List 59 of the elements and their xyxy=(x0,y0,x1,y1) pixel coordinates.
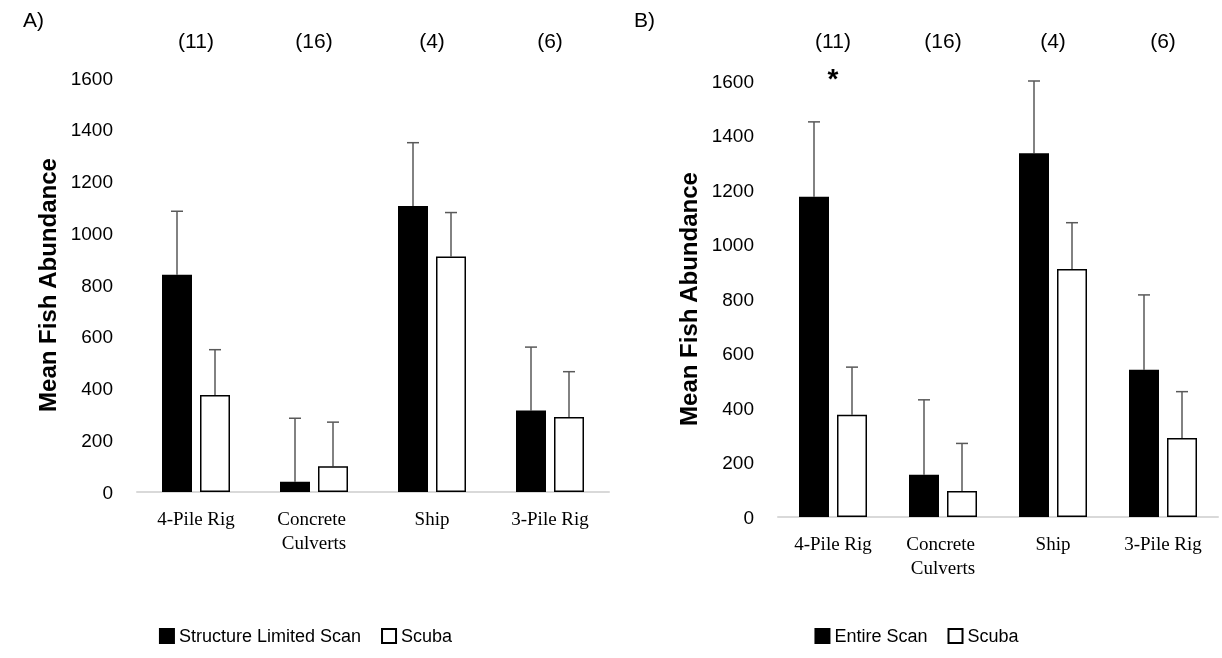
x-tick-label: Ship xyxy=(414,507,450,529)
legend-label: Scuba xyxy=(401,626,454,646)
y-tick-label: 1600 xyxy=(711,70,754,92)
y-tick-label: 1200 xyxy=(711,179,754,201)
chart-title: B) xyxy=(634,8,655,31)
text: (6) xyxy=(537,28,563,52)
y-axis-title: Mean Fish Abundance xyxy=(34,158,62,412)
y-tick-label: 1600 xyxy=(70,67,113,89)
y-tick-label: 1400 xyxy=(711,125,754,146)
bar xyxy=(280,481,310,492)
chart-title: A) xyxy=(23,8,44,31)
text: (16) xyxy=(295,28,333,52)
bar xyxy=(947,491,977,517)
y-tick-label: 1000 xyxy=(70,222,113,244)
bar xyxy=(200,394,230,492)
bar xyxy=(799,196,829,517)
annotation: * xyxy=(827,62,839,94)
legend-label: Scuba xyxy=(967,626,1020,646)
y-tick-label: 200 xyxy=(722,452,754,473)
y-tick-label: 1400 xyxy=(70,119,113,141)
bar xyxy=(837,414,867,517)
x-tick-label: Ship xyxy=(1035,532,1071,554)
y-tick-label: 600 xyxy=(722,343,754,364)
bar xyxy=(1129,369,1159,517)
y-axis-title: Mean Fish Abundance xyxy=(675,172,703,426)
bar xyxy=(1019,153,1049,517)
y-tick-label: 1200 xyxy=(70,171,113,192)
y-tick-label: 0 xyxy=(743,506,754,528)
y-tick-label: 800 xyxy=(722,288,754,310)
x-tick-label: 4-Pile Rig xyxy=(794,532,873,554)
bar xyxy=(1167,437,1197,517)
text: (16) xyxy=(924,28,962,52)
text: (4) xyxy=(1040,28,1066,52)
bar xyxy=(318,466,348,492)
bar xyxy=(162,274,192,492)
legend-label: Structure Limited Scan xyxy=(178,626,362,646)
bar xyxy=(516,410,546,492)
x-tick-label: Concrete Culverts xyxy=(277,507,351,553)
y-tick-label: 400 xyxy=(81,378,113,399)
bar xyxy=(436,256,466,492)
x-tick-label: 3-Pile Rig xyxy=(511,507,590,529)
y-tick-label: 200 xyxy=(81,429,113,451)
bar xyxy=(909,474,939,517)
x-tick-label: 3-Pile Rig xyxy=(1124,532,1203,554)
text: (4) xyxy=(419,28,445,52)
y-tick-label: 1000 xyxy=(711,234,754,255)
legend-label: Entire Scan xyxy=(834,626,928,646)
text: (6) xyxy=(1150,28,1176,52)
text: (11) xyxy=(178,28,214,52)
y-tick-label: 0 xyxy=(102,481,113,503)
x-tick-label: 4-Pile Rig xyxy=(157,507,236,529)
y-tick-label: 600 xyxy=(81,326,113,348)
text: (11) xyxy=(815,28,851,52)
x-tick-label: Concrete Culverts xyxy=(906,532,980,578)
bar xyxy=(398,206,428,492)
y-tick-label: 800 xyxy=(81,274,113,296)
y-tick-label: 400 xyxy=(722,397,754,419)
bar xyxy=(1057,269,1087,517)
bar xyxy=(554,416,584,492)
